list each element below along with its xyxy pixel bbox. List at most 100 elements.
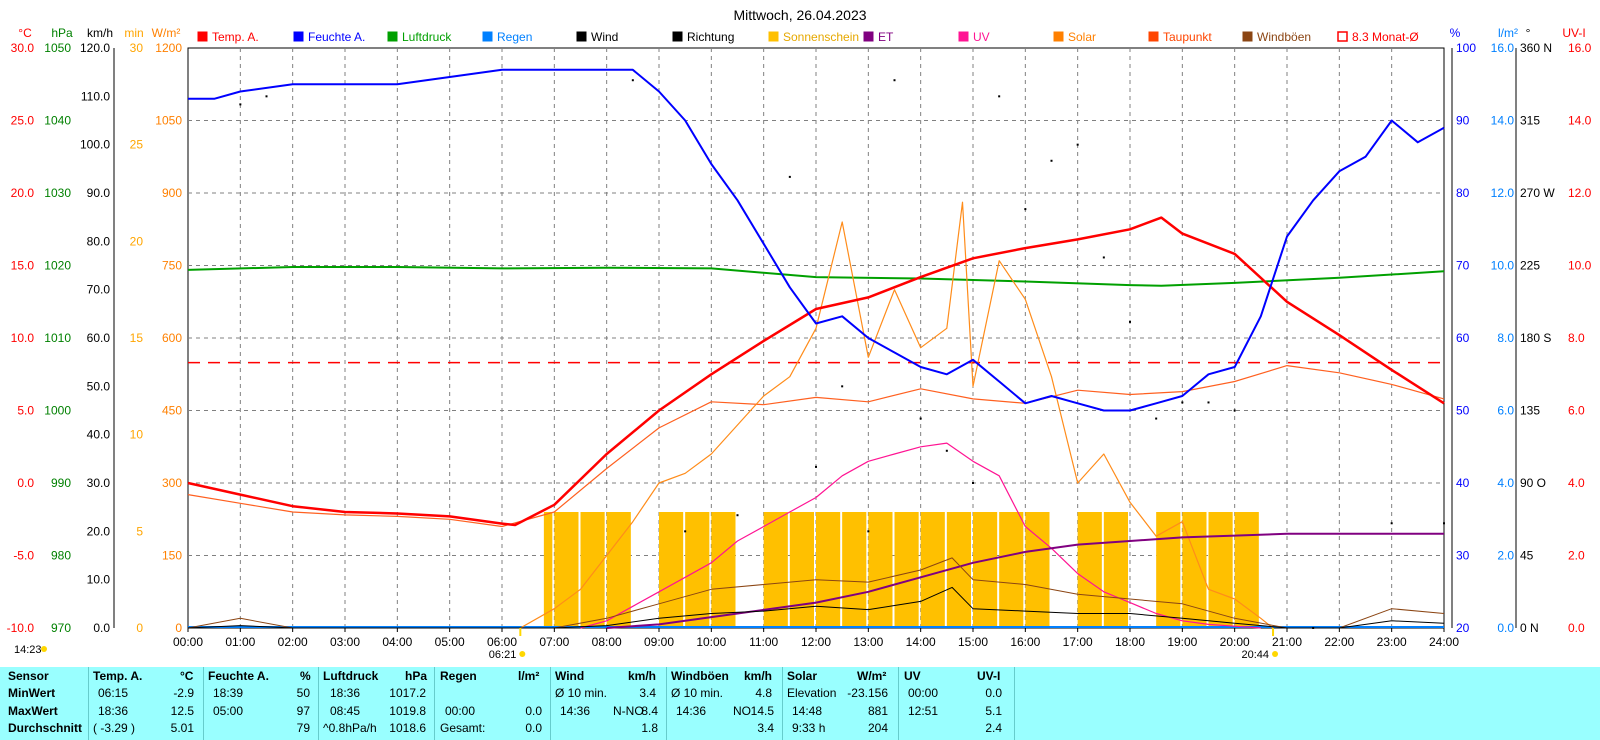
direction-point xyxy=(945,449,948,452)
stats-min-solar-note: Elevation xyxy=(787,686,837,700)
right-axis-tick-label: 100 xyxy=(1456,41,1476,55)
direction-point xyxy=(1076,143,1079,146)
sunshine-bar xyxy=(1077,512,1102,628)
stats-max-gust: 14.5 xyxy=(750,704,774,718)
direction-point xyxy=(841,385,844,388)
right-axis-tick-label: 90 xyxy=(1456,114,1470,128)
left-axis-tick-label: 1010 xyxy=(44,331,71,345)
left-axis-tick-label: 50.0 xyxy=(87,379,111,393)
legend-swatch xyxy=(1053,31,1064,42)
left-axis-tick-label: 1020 xyxy=(44,259,71,273)
sunrise-label: 06:21 xyxy=(489,649,517,660)
legend-swatch xyxy=(197,31,208,42)
right-axis-tick-label: 180 S xyxy=(1520,331,1551,345)
sun-icon xyxy=(519,651,526,657)
right-axis-tick-label: 8.0 xyxy=(1568,331,1585,345)
right-axis-tick-label: 10.0 xyxy=(1491,259,1515,273)
sunshine-bar xyxy=(789,512,814,628)
x-tick-label: 23:00 xyxy=(1377,635,1407,649)
stats-divider xyxy=(666,667,667,740)
stats-min-temp: -2.9 xyxy=(173,686,194,700)
left-axis-tick-label: 1030 xyxy=(44,186,71,200)
left-axis-tick-label: 25.0 xyxy=(11,114,35,128)
right-axis-tick-label: 40 xyxy=(1456,476,1470,490)
x-tick-label: 24:00 xyxy=(1429,635,1459,649)
right-axis-tick-label: 12.0 xyxy=(1568,186,1592,200)
left-axis-unit: min xyxy=(124,26,143,40)
stats-max-hum-time: 05:00 xyxy=(213,704,244,718)
stats-header-wind: Wind xyxy=(555,669,585,683)
x-tick-label: 05:00 xyxy=(435,635,465,649)
x-tick-label: 17:00 xyxy=(1063,635,1093,649)
stats-avg-press: 1018.6 xyxy=(389,721,426,735)
stats-header-rain-unit: l/m² xyxy=(518,669,540,683)
legend-label: UV xyxy=(973,30,990,44)
right-axis-tick-label: 30 xyxy=(1456,549,1470,563)
legend-label: Temp. A. xyxy=(212,30,259,44)
stats-divider xyxy=(318,667,319,740)
right-axis-unit: UV-I xyxy=(1562,26,1585,40)
legend-swatch xyxy=(387,31,398,42)
stats-header-hum-unit: % xyxy=(300,669,311,683)
right-axis-tick-label: 0.0 xyxy=(1568,621,1585,635)
right-axis-tick-label: 4.0 xyxy=(1497,476,1514,490)
stats-header-temp: Temp. A. xyxy=(93,669,143,683)
stats-max-hum: 97 xyxy=(296,704,310,718)
left-axis-unit: W/m² xyxy=(152,26,181,40)
stats-avg-uv: 2.4 xyxy=(985,721,1002,735)
stats-max-rain-time: 00:00 xyxy=(445,704,476,718)
x-tick-label: 18:00 xyxy=(1115,635,1145,649)
stats-min-solar: -23.156 xyxy=(847,686,888,700)
left-axis-tick-label: 15 xyxy=(130,331,144,345)
series-wind xyxy=(187,586,1445,629)
stats-max-wind-dir: N-NO xyxy=(613,704,644,718)
series-temp-a xyxy=(187,216,1445,527)
direction-point xyxy=(239,103,242,106)
sunshine-bar xyxy=(842,512,867,628)
right-axis-tick-label: 90 O xyxy=(1520,476,1546,490)
left-axis-tick-label: 0.0 xyxy=(93,621,110,635)
sunshine-bar xyxy=(946,512,971,628)
legend: Temp. A. Feuchte A. Luftdruck Regen Wind Rich… xyxy=(197,30,1419,44)
sunshine-bar xyxy=(543,512,553,628)
direction-point xyxy=(867,530,870,533)
left-axis-tick-label: 1000 xyxy=(44,404,71,418)
left-axis-tick-label: 1050 xyxy=(155,114,182,128)
right-axis-tick-label: 10.0 xyxy=(1568,259,1592,273)
x-tick-label: 09:00 xyxy=(644,635,674,649)
left-axis-tick-label: 0 xyxy=(175,621,182,635)
sunshine-bar xyxy=(711,512,736,628)
sunshine-bars xyxy=(543,512,1259,628)
x-tick-label: 00:00 xyxy=(173,635,203,649)
direction-point xyxy=(1155,417,1158,420)
series-solar xyxy=(520,201,1274,629)
stats-max-rain: 0.0 xyxy=(525,704,542,718)
legend-label: Sonnenschein xyxy=(783,30,859,44)
x-tick-label: 15:00 xyxy=(958,635,988,649)
legend-label: Windböen xyxy=(1257,30,1311,44)
right-axis-tick-label: 225 xyxy=(1520,259,1540,273)
stats-header-hum: Feuchte A. xyxy=(208,669,269,683)
right-axis-tick-label: 4.0 xyxy=(1568,476,1585,490)
x-tick-label: 02:00 xyxy=(278,635,308,649)
right-axis-tick-label: 50 xyxy=(1456,404,1470,418)
left-axis-tick-label: 1040 xyxy=(44,114,71,128)
left-axis-tick-label: 40.0 xyxy=(87,428,111,442)
sunshine-bar xyxy=(659,512,684,628)
left-axis-tick-label: 300 xyxy=(162,476,182,490)
left-axis-tick-label: 5.0 xyxy=(17,404,34,418)
right-axis-tick-label: 270 W xyxy=(1520,186,1555,200)
stats-max-temp-time: 18:36 xyxy=(98,704,129,718)
right-axis-tick-label: 0 N xyxy=(1520,621,1539,635)
series-layer xyxy=(187,68,1445,629)
left-axis-tick-label: 450 xyxy=(162,404,182,418)
stats-min-press-time: 18:36 xyxy=(330,686,361,700)
left-axis-unit: km/h xyxy=(87,26,113,40)
left-axis-tick-label: 750 xyxy=(162,259,182,273)
stats-header-solar-unit: W/m² xyxy=(857,669,887,683)
series-feuchte-a xyxy=(188,68,1445,412)
stats-max-press: 1019.8 xyxy=(389,704,426,718)
stats-max-uv-time: 12:51 xyxy=(908,704,939,718)
stats-min-hum: 50 xyxy=(296,686,310,700)
left-axis-tick-label: 20.0 xyxy=(87,524,111,538)
